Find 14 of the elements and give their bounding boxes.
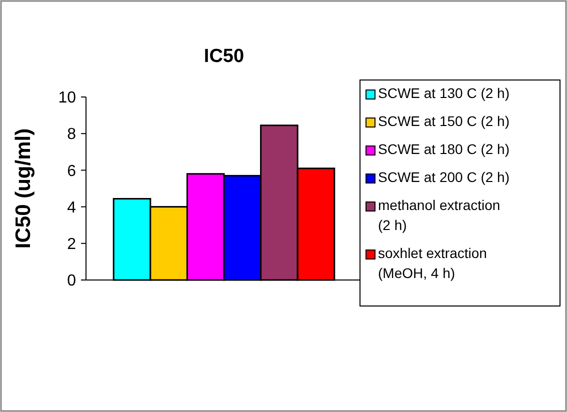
legend-label: soxhlet extraction (MeOH, 4 h) <box>378 245 487 281</box>
y-tick-label: 6 <box>67 162 76 180</box>
y-tick-label: 10 <box>58 90 76 107</box>
chart-title: IC50 <box>204 46 244 67</box>
y-tick-label: 4 <box>67 199 76 216</box>
y-tick-label: 2 <box>67 236 76 253</box>
legend-label: SCWE at 150 C (2 h) <box>378 113 510 129</box>
y-tick-label: 0 <box>67 272 76 290</box>
legend-label: SCWE at 180 C (2 h) <box>378 141 510 157</box>
legend-label: SCWE at 200 C (2 h) <box>378 169 510 185</box>
legend-label: methanol extraction (2 h) <box>378 197 500 233</box>
y-tick-label: 8 <box>67 126 76 144</box>
legend-label: SCWE at 130 C (2 h) <box>378 85 510 101</box>
y-axis-title: IC50 (ug/ml) <box>12 128 35 249</box>
